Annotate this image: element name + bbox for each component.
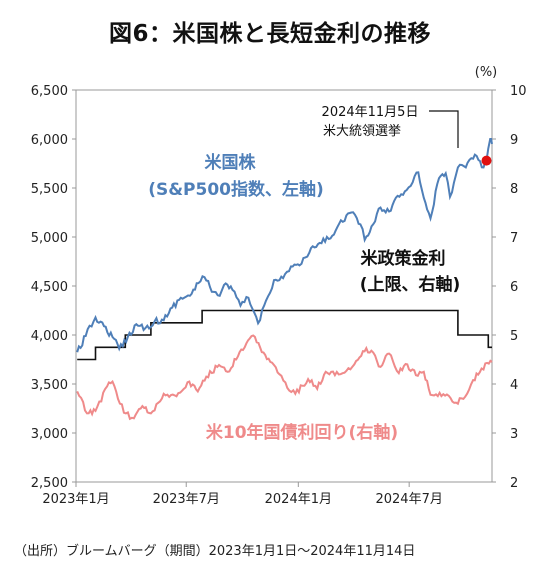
event-label-date: 2024年11月5日 xyxy=(322,105,419,120)
left-tick-label: 3,000 xyxy=(31,427,68,442)
left-tick-label: 5,500 xyxy=(31,182,68,197)
x-tick-label: 2024年7月 xyxy=(375,492,442,507)
x-tick-label: 2024年1月 xyxy=(265,492,332,507)
x-tick-label: 2023年7月 xyxy=(153,492,220,507)
series-policy-line xyxy=(77,309,492,361)
x-axis: 2023年1月 2023年7月 2024年1月 2024年7月 xyxy=(42,482,443,507)
right-tick-label: 7 xyxy=(510,231,518,246)
x-tick-label: 2023年1月 xyxy=(42,492,109,507)
left-tick-label: 4,500 xyxy=(31,280,68,295)
treasury-label: 米10年国債利回り(右軸) xyxy=(206,422,398,443)
sp500-label: 米国株 xyxy=(205,152,257,173)
right-tick-label: 4 xyxy=(510,378,518,393)
policy-label: 米政策金利 xyxy=(361,248,446,269)
left-tick-label: 6,500 xyxy=(31,84,68,99)
left-tick-label: 5,000 xyxy=(31,231,68,246)
sp500-label-sub: (S&P500指数、左軸) xyxy=(148,179,324,200)
series-sp500-line xyxy=(76,138,493,353)
right-axis: 2 3 4 5 6 7 8 9 10 xyxy=(492,84,527,491)
right-tick-label: 3 xyxy=(510,427,518,442)
series-treasury-line xyxy=(76,334,493,421)
event-leader-line xyxy=(429,110,459,148)
left-tick-label: 4,000 xyxy=(31,329,68,344)
left-tick-label: 3,500 xyxy=(31,378,68,393)
right-tick-label: 8 xyxy=(510,182,518,197)
event-marker xyxy=(481,155,492,166)
source-note: （出所）ブルームバーグ（期間）2023年1月1日～2024年11月14日 xyxy=(14,544,416,559)
right-tick-label: 5 xyxy=(510,329,518,344)
right-tick-label: 2 xyxy=(510,476,518,491)
right-axis-unit: (%) xyxy=(475,65,498,80)
event-label-name: 米大統領選挙 xyxy=(323,123,401,139)
right-tick-label: 9 xyxy=(510,133,518,148)
policy-label-sub: (上限、右軸) xyxy=(360,274,461,295)
right-tick-label: 6 xyxy=(510,280,518,295)
chart-title: 図6：米国株と長短金利の推移 xyxy=(108,21,431,47)
left-tick-label: 6,000 xyxy=(31,133,68,148)
left-axis: 2,500 3,000 3,500 4,000 4,500 5,000 5,500 6,000… xyxy=(31,84,76,491)
right-tick-label: 10 xyxy=(510,84,527,99)
left-tick-label: 2,500 xyxy=(31,476,68,491)
